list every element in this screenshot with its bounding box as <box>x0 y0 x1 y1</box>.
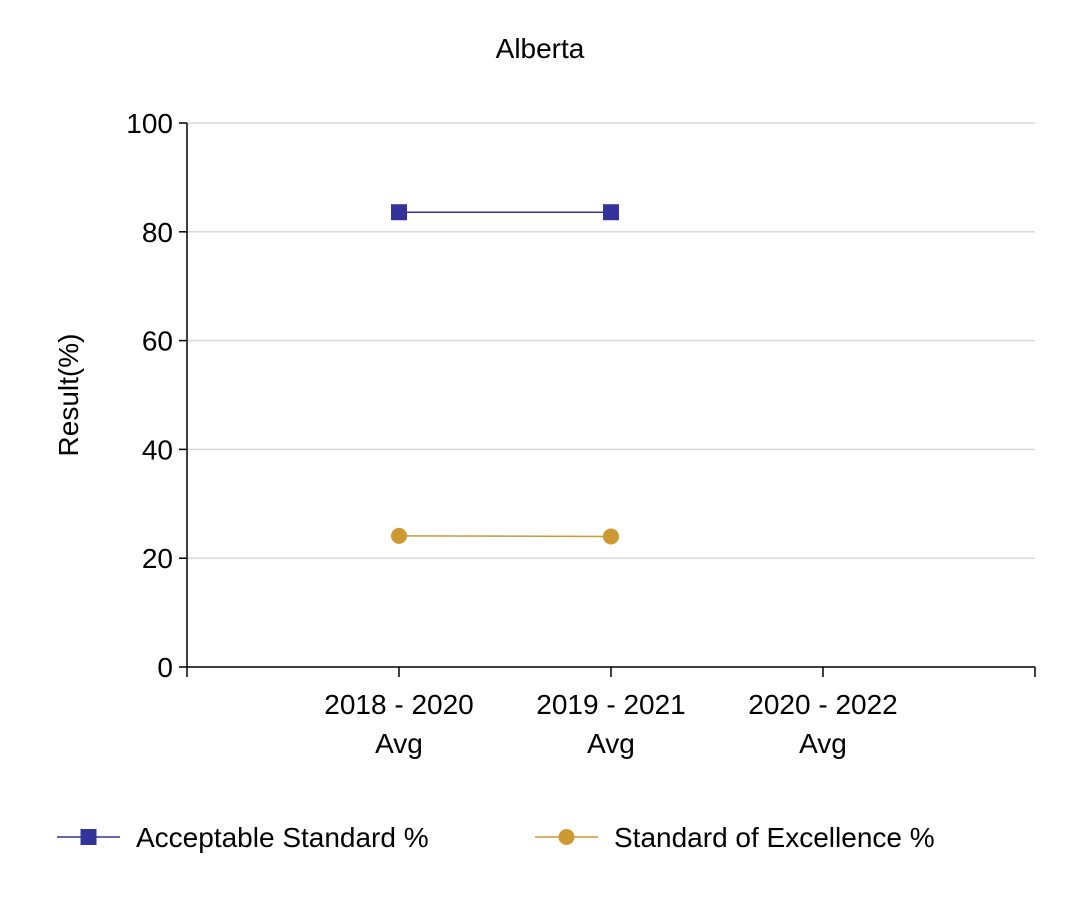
x-tick-label: Avg <box>587 728 635 759</box>
y-tick-label: 60 <box>142 326 173 357</box>
legend-marker-square <box>80 829 97 845</box>
data-point-circle <box>603 528 619 545</box>
x-tick-label: 2020 - 2022 <box>748 689 897 720</box>
legend: Acceptable Standard % Standard of Excelle… <box>57 822 935 853</box>
legend-item-2: Standard of Excellence % <box>535 822 935 853</box>
data-point-square <box>603 204 619 221</box>
y-tick-label: 20 <box>142 543 173 574</box>
y-axis-label: Result(%) <box>53 334 84 457</box>
legend-marker-circle <box>558 829 575 845</box>
legend-label: Standard of Excellence % <box>614 822 935 853</box>
y-tick-label: 80 <box>142 217 173 248</box>
chart-title: Alberta <box>496 33 585 64</box>
y-tick-label: 40 <box>142 434 173 465</box>
tick-labels: 0 20 40 60 80 100 2018 - 2020 Avg 2019 - 2021 Avg… <box>126 108 897 759</box>
y-tick-label: 100 <box>126 108 173 139</box>
x-tick-label: 2019 - 2021 <box>536 689 685 720</box>
data-point-circle <box>391 527 407 544</box>
x-tick-label: Avg <box>799 728 847 759</box>
series-2 <box>391 527 619 545</box>
legend-label: Acceptable Standard % <box>136 822 429 853</box>
axes <box>179 122 1036 677</box>
x-tick-label: 2018 - 2020 <box>324 689 473 720</box>
series-layer <box>391 204 619 545</box>
legend-item-1: Acceptable Standard % <box>57 822 429 853</box>
data-point-square <box>391 204 407 221</box>
x-tick-label: Avg <box>375 728 423 759</box>
gridlines <box>187 122 1035 559</box>
series-line <box>398 535 612 538</box>
series-1 <box>391 204 619 221</box>
y-tick-label: 0 <box>157 652 173 683</box>
